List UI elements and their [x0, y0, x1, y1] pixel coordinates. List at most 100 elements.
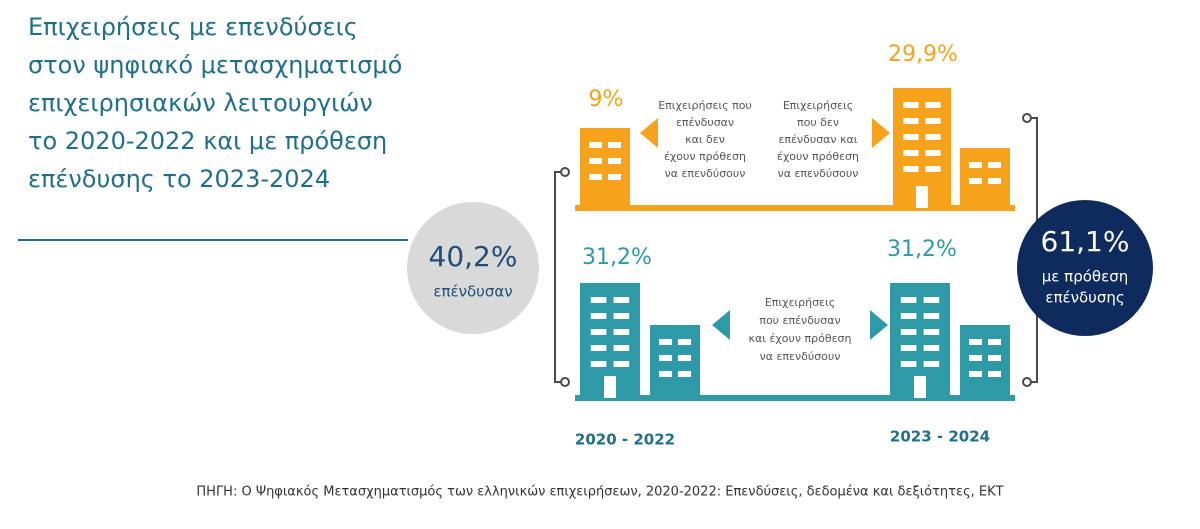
window — [923, 361, 940, 367]
ground-orange — [575, 205, 1015, 211]
door — [916, 186, 928, 208]
window — [590, 361, 607, 367]
title-line: επιχειρησιακών λειτουργιών — [28, 89, 373, 117]
description: έχουν πρόθεση — [664, 150, 746, 163]
window — [613, 297, 630, 303]
window — [613, 361, 630, 367]
arrow — [640, 118, 658, 148]
description: και δεν — [685, 133, 725, 146]
window — [900, 345, 917, 351]
window — [589, 174, 602, 180]
building — [580, 128, 630, 208]
building — [650, 325, 700, 398]
arrow — [712, 310, 730, 340]
window — [678, 339, 691, 345]
window — [678, 371, 691, 377]
window — [589, 158, 602, 164]
window — [988, 371, 1001, 377]
window — [925, 166, 941, 172]
window — [608, 142, 621, 148]
window — [613, 345, 630, 351]
window — [900, 297, 917, 303]
period: 2020 - 2022 — [575, 431, 675, 449]
building — [960, 148, 1010, 208]
description: να επενδύσουν — [665, 167, 746, 180]
door — [914, 376, 926, 398]
description: επένδυσαν και — [778, 133, 857, 146]
window — [900, 361, 917, 367]
window — [590, 345, 607, 351]
window — [903, 102, 919, 108]
window — [925, 150, 941, 156]
window — [590, 313, 607, 319]
window — [613, 313, 630, 319]
window — [923, 345, 940, 351]
description: έχουν πρόθεση — [777, 150, 859, 163]
description: Επιχειρήσεις που — [658, 99, 752, 112]
intent-label: επένδυσης — [1045, 289, 1124, 307]
window — [969, 371, 982, 377]
building — [960, 325, 1010, 398]
description: που επένδυσαν — [759, 314, 840, 327]
window — [923, 297, 940, 303]
window — [659, 355, 672, 361]
window — [923, 313, 940, 319]
title-line: Επιχειρήσεις με επενδύσεις — [28, 13, 358, 41]
window — [590, 329, 607, 335]
value: 31,2% — [582, 245, 652, 270]
window — [969, 339, 982, 345]
ground-teal — [575, 395, 1015, 401]
arrow — [872, 118, 890, 148]
title-line: στον ψηφιακό μετασχηματισμό — [28, 51, 402, 79]
description: και έχουν πρόθεση — [749, 332, 852, 345]
window — [988, 162, 1001, 168]
window — [969, 162, 982, 168]
window — [589, 142, 602, 148]
window — [903, 166, 919, 172]
brackets — [554, 113, 1038, 387]
window — [925, 118, 941, 124]
window — [923, 329, 940, 335]
description: Επιχειρήσεις — [783, 99, 853, 112]
buildings — [580, 88, 1010, 398]
value: 29,9% — [888, 42, 958, 67]
intent-label: με πρόθεση — [1042, 268, 1128, 286]
window — [925, 134, 941, 140]
window — [900, 329, 917, 335]
title-line: το 2020-2022 και με πρόθεση — [28, 127, 387, 155]
description: επένδυσαν — [676, 116, 734, 129]
description: Επιχειρήσεις — [765, 296, 835, 309]
invested-value: 40,2% — [429, 240, 518, 273]
window — [590, 297, 607, 303]
window — [659, 339, 672, 345]
door — [604, 376, 616, 398]
window — [678, 355, 691, 361]
window — [988, 355, 1001, 361]
window — [608, 158, 621, 164]
description: να επενδύσουν — [778, 167, 859, 180]
window — [988, 339, 1001, 345]
window — [613, 329, 630, 335]
intent-value: 61,1% — [1041, 225, 1130, 258]
intent-circle — [1017, 200, 1153, 336]
description: που δεν — [797, 116, 839, 129]
window — [969, 178, 982, 184]
window — [659, 371, 672, 377]
window — [903, 118, 919, 124]
window — [608, 174, 621, 180]
title-line: επένδυσης το 2023-2024 — [28, 165, 330, 193]
value: 9% — [589, 87, 624, 112]
window — [903, 150, 919, 156]
invested-circle — [407, 202, 539, 334]
source: ΠΗΓΗ: Ο Ψηφιακός Μετασχηματισμός των ελλ… — [196, 485, 1003, 500]
description: να επενδύσουν — [760, 350, 841, 363]
arrow — [870, 310, 888, 340]
window — [900, 313, 917, 319]
invested-label: επένδυσαν — [433, 283, 512, 301]
window — [988, 178, 1001, 184]
window — [903, 134, 919, 140]
window — [925, 102, 941, 108]
value: 31,2% — [887, 237, 957, 262]
period: 2023 - 2024 — [890, 428, 990, 446]
